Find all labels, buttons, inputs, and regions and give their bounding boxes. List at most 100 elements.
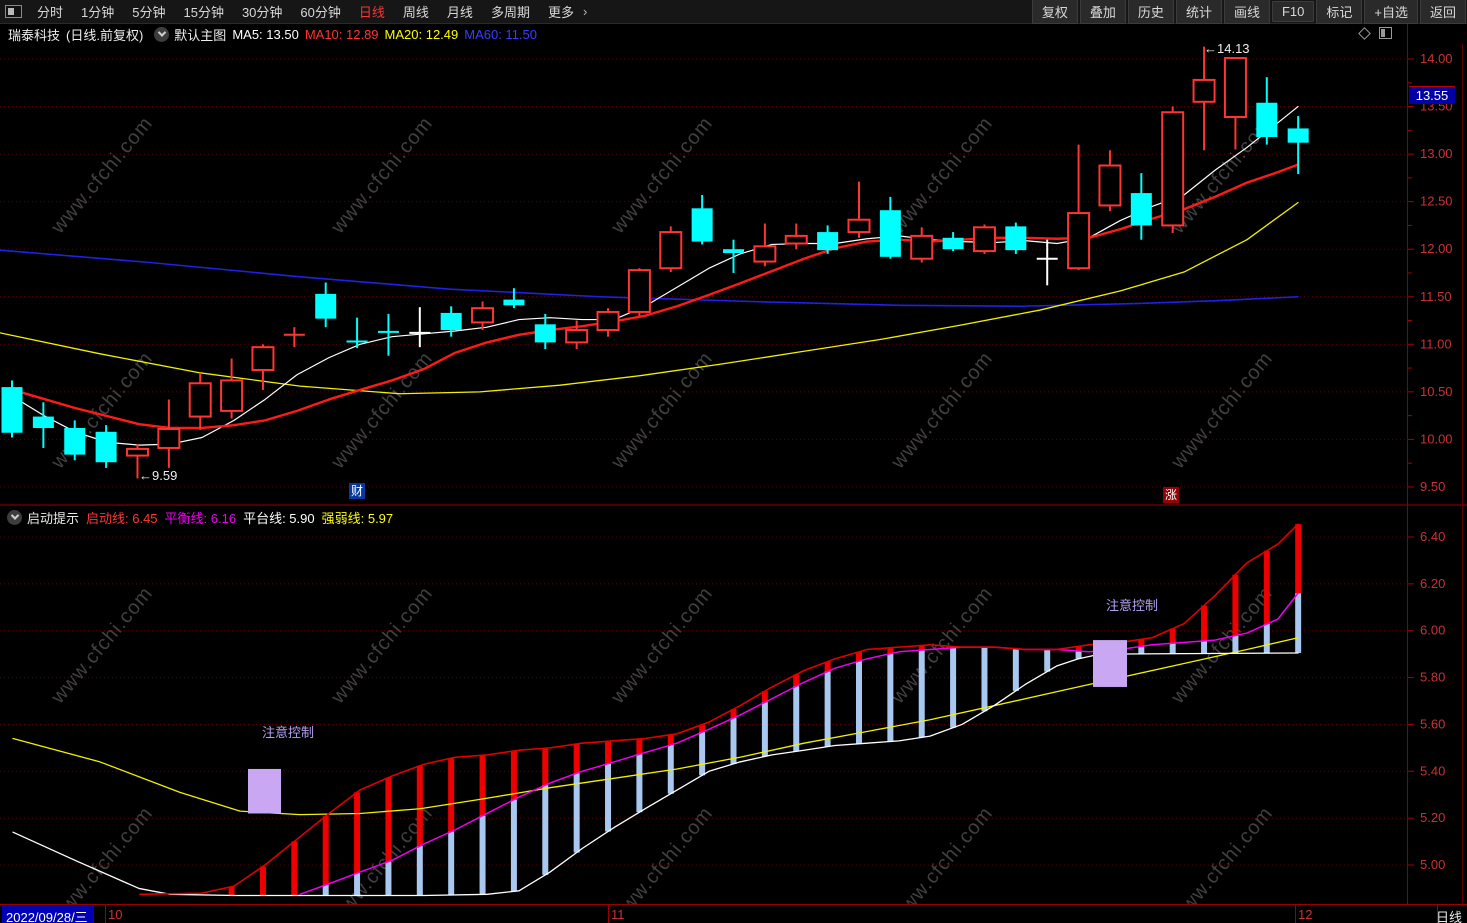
indicator-title: 启动提示: [27, 510, 80, 526]
candle-down: [95, 431, 117, 463]
indicator-bar-blue: [542, 785, 549, 875]
signal-box: [248, 768, 281, 814]
tool-button-3[interactable]: 统计: [1175, 0, 1222, 24]
candle-down: [691, 208, 713, 242]
tool-button-6[interactable]: 标记: [1316, 0, 1363, 24]
menu-item-6[interactable]: 日线: [358, 5, 385, 20]
indicator-bar-blue: [1295, 593, 1302, 653]
month-label: 10: [108, 907, 123, 922]
tool-button-2[interactable]: 历史: [1127, 0, 1174, 24]
indicator-bar-red: [636, 738, 643, 755]
indicator-legend-item-2: 平台线: 5.90: [243, 510, 315, 526]
candle-down: [723, 249, 745, 254]
indicator-bar-blue: [793, 686, 800, 752]
period-label: 日线: [1435, 910, 1462, 923]
indicator-bar-blue: [950, 647, 957, 728]
indicator-bar-blue: [1201, 640, 1208, 654]
indicator-bar-blue: [322, 884, 329, 896]
period-menu: 分时 1分钟 5分钟 15分钟 30分钟 60分钟 日线 周线 月线 多周期 更多 ›: [28, 0, 593, 24]
menu-item-10[interactable]: 更多: [547, 5, 574, 20]
candle-down: [503, 299, 525, 306]
menu-item-3[interactable]: 15分钟: [183, 5, 224, 20]
candle-up: [627, 269, 651, 313]
indicator-bar-red: [667, 734, 674, 746]
candle-down: [1287, 128, 1309, 143]
menu-item-1[interactable]: 1分钟: [81, 5, 115, 20]
candle-down: [1005, 226, 1027, 251]
event-badge-finance[interactable]: 财: [349, 483, 366, 499]
axis-tick-label: 10.50: [1420, 384, 1453, 399]
selected-date-badge[interactable]: 2022/09/28/三: [2, 906, 94, 923]
indicator-legend-item-1: 平衡线: 6.16: [164, 510, 237, 526]
candle-up: [157, 427, 181, 449]
tool-button-0[interactable]: 复权: [1031, 0, 1078, 24]
candle-down: [879, 210, 901, 257]
indicator-bar-red: [1169, 628, 1176, 644]
indicator-bar-red: [573, 743, 580, 774]
menu-item-7[interactable]: 周线: [402, 5, 429, 20]
indicator-bar-red: [228, 886, 235, 896]
month-separator: [1295, 905, 1296, 923]
axis-tick-label: 9.50: [1420, 479, 1445, 494]
low-price-annotation: ←9.59: [139, 468, 178, 483]
indicator-bar-blue: [918, 650, 925, 738]
indicator-bar-blue: [385, 861, 392, 896]
axis-tick-label: 12.50: [1420, 194, 1453, 209]
indicator-bar-blue: [1044, 649, 1051, 672]
window-icon[interactable]: [5, 5, 22, 18]
indicator-bar-blue: [761, 702, 768, 757]
axis-tick-label: 6.00: [1420, 623, 1445, 638]
tool-button-1[interactable]: 叠加: [1079, 0, 1126, 24]
candle-down: [315, 293, 337, 319]
candle-up: [659, 231, 683, 270]
indicator-bar-blue: [1075, 651, 1082, 659]
indicator-bar-blue: [479, 815, 486, 895]
menu-item-4[interactable]: 30分钟: [241, 5, 283, 20]
axis-tick-label: 5.20: [1420, 810, 1445, 825]
menu-item-5[interactable]: 60分钟: [300, 5, 341, 20]
candle-down: [1, 387, 23, 433]
menu-item-9[interactable]: 多周期: [490, 5, 530, 20]
candle-up: [1192, 78, 1216, 103]
tool-button-8[interactable]: 返回: [1419, 0, 1466, 24]
balance-line: [299, 592, 1299, 896]
event-badge-rise[interactable]: 涨: [1163, 487, 1180, 503]
candle-up: [251, 346, 275, 371]
indicator-bar-blue: [1012, 648, 1019, 691]
menu-item-0[interactable]: 分时: [37, 5, 64, 20]
axis-tick-label: 14.00: [1420, 51, 1453, 66]
indicator-bar-blue: [699, 732, 706, 776]
candle-down: [1256, 102, 1278, 137]
tool-button-5[interactable]: F10: [1271, 1, 1315, 22]
candle-up: [972, 226, 996, 253]
timeline-bar[interactable]: 2022/09/28/三 日线 10 11 12: [0, 904, 1467, 923]
chevron-down-icon[interactable]: [154, 26, 170, 42]
ma20-line: [0, 201, 1299, 395]
candle-down: [1130, 193, 1152, 226]
candle-up: [753, 245, 777, 263]
latest-price-badge: 13.55: [1409, 86, 1455, 104]
axis-tick-label: 6.20: [1420, 576, 1445, 591]
indicator-bar-red: [259, 866, 266, 896]
indicator-bar-blue: [887, 653, 894, 742]
right-edge-border: [1462, 44, 1463, 904]
tool-button-4[interactable]: 画线: [1223, 0, 1270, 24]
indicator-bar-red: [510, 750, 517, 800]
menu-item-2[interactable]: 5分钟: [132, 5, 166, 20]
menu-more-chevron[interactable]: ›: [582, 4, 588, 19]
high-price-annotation: ←14.13: [1204, 41, 1250, 56]
axis-tick-label: 5.00: [1420, 857, 1445, 872]
menu-item-8[interactable]: 月线: [446, 5, 473, 20]
candle-down: [64, 427, 86, 455]
indicator-bar-blue: [1169, 643, 1176, 654]
diamond-icon[interactable]: [1358, 26, 1371, 40]
indicator-bar-red: [1075, 646, 1082, 652]
chevron-down-icon[interactable]: [7, 509, 22, 525]
tool-button-7[interactable]: +自选: [1364, 0, 1418, 24]
pane-layout-icon[interactable]: [1379, 27, 1392, 39]
candle-down: [32, 416, 54, 428]
candle-up: [188, 382, 212, 418]
indicator-bar-red: [699, 724, 706, 733]
